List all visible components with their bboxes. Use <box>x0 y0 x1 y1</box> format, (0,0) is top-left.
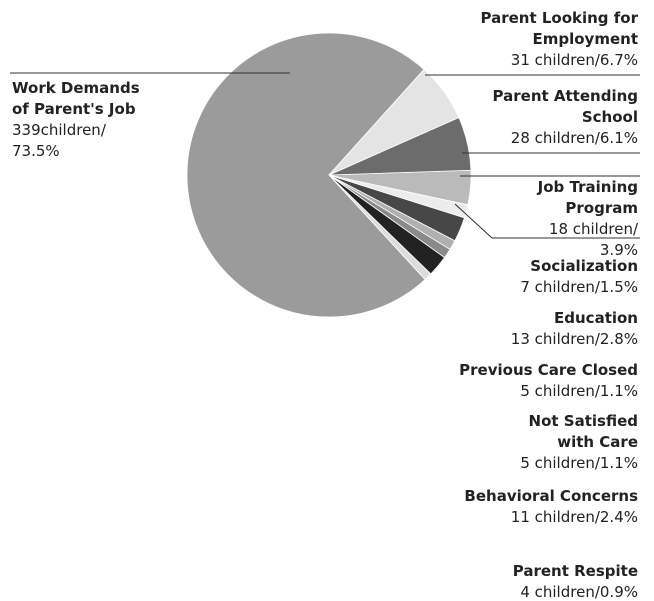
slice-label: Parent Looking for Employment 31 children… <box>438 8 638 71</box>
slice-label: Parent Respite 4 children/0.9% <box>438 561 638 601</box>
value-label: 18 children/3.9% <box>548 220 638 259</box>
value-label: 13 children/2.8% <box>510 330 638 348</box>
category-label: Behavioral Concerns <box>464 487 638 505</box>
slice-label: Parent Attending School 28 children/6.1% <box>478 86 638 149</box>
leader-lines <box>10 72 640 239</box>
value-label: 31 children/6.7% <box>510 51 638 69</box>
value-label: 339children/73.5% <box>12 121 106 160</box>
value-label: 4 children/0.9% <box>520 583 638 601</box>
value-label: 5 children/1.1% <box>520 382 638 400</box>
pie-slice <box>186 32 426 318</box>
category-label: Parent Attending School <box>492 87 638 126</box>
category-label: Socialization <box>530 257 638 275</box>
category-label: Parent Looking for Employment <box>480 9 638 48</box>
category-label: Not Satisfied with Care <box>528 412 638 451</box>
value-label: 5 children/1.1% <box>520 454 638 472</box>
value-label: 28 children/6.1% <box>510 129 638 147</box>
category-label: Education <box>554 309 638 327</box>
slice-label: Previous Care Closed 5 children/1.1% <box>418 360 638 402</box>
slice-label: Behavioral Concerns 11 children/2.4% <box>418 486 638 528</box>
category-label: Work Demands of Parent's Job <box>12 79 140 118</box>
slice-label: Work Demands of Parent's Job 339children/… <box>12 78 142 162</box>
value-label: 7 children/1.5% <box>520 278 638 296</box>
leader-line <box>454 203 640 239</box>
category-label: Job Training Program <box>537 178 638 217</box>
pie-slice <box>328 68 460 176</box>
slice-label: Not Satisfied with Care 5 children/1.1% <box>518 411 638 474</box>
category-label: Parent Respite <box>512 562 638 580</box>
slice-label: Job Training Program 18 children/3.9% <box>518 177 638 261</box>
category-label: Previous Care Closed <box>459 361 638 379</box>
value-label: 11 children/2.4% <box>510 508 638 526</box>
slice-label: Socialization 7 children/1.5% <box>438 256 638 298</box>
slice-label: Education 13 children/2.8% <box>438 308 638 350</box>
